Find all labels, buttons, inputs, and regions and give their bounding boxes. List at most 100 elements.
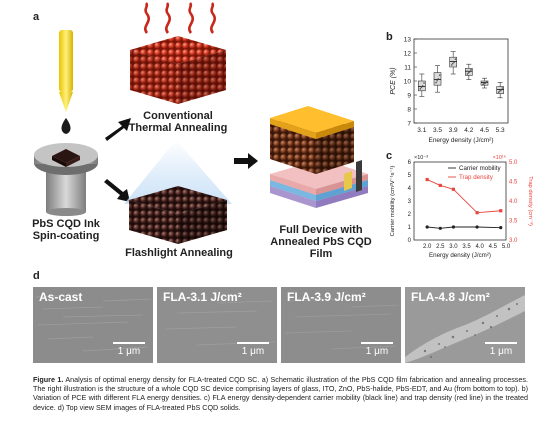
y-tick-label: 12 bbox=[404, 51, 412, 58]
box bbox=[496, 86, 504, 94]
y-left-tick-label: 0 bbox=[408, 238, 412, 244]
scale-bar: 1 μm bbox=[237, 342, 269, 357]
box-point bbox=[423, 82, 425, 84]
y-right-tick-label: 4.5 bbox=[509, 180, 518, 186]
series-point bbox=[499, 209, 503, 213]
scale-bar: 1 μm bbox=[361, 342, 393, 357]
plot-frame bbox=[413, 161, 507, 241]
box-point bbox=[501, 87, 504, 89]
schematic-illustration bbox=[34, 2, 368, 244]
y-tick-label: 8 bbox=[407, 107, 411, 114]
caption-label: Figure 1. bbox=[33, 375, 64, 384]
series-point bbox=[475, 211, 479, 215]
series-point bbox=[451, 225, 456, 229]
sem-title: FLA-3.9 J/cm² bbox=[287, 290, 366, 304]
flash-beam bbox=[124, 140, 232, 204]
x-tick-label: 2.5 bbox=[436, 244, 445, 250]
legend-label: Carrier mobility bbox=[459, 165, 502, 172]
series-point bbox=[425, 225, 429, 229]
series-point bbox=[475, 225, 479, 229]
box-point bbox=[483, 82, 485, 85]
arrow-icons bbox=[104, 118, 258, 202]
sem-title: FLA-3.1 J/cm² bbox=[163, 290, 242, 304]
x-tick-label: 3.0 bbox=[449, 244, 458, 250]
x-tick-label: 4.5 bbox=[480, 127, 489, 134]
sem-image-fla-3-1: FLA-3.1 J/cm² 1 μm bbox=[157, 287, 277, 363]
spin-coater-icon bbox=[34, 143, 98, 216]
y-left-tick-label: 2 bbox=[408, 212, 412, 218]
device-stack bbox=[270, 106, 368, 208]
plot-frame bbox=[413, 38, 509, 124]
box-point bbox=[419, 88, 422, 90]
box-point bbox=[468, 71, 471, 73]
y-left-tick-label: 6 bbox=[408, 160, 412, 166]
sem-texture bbox=[33, 287, 153, 363]
box-point bbox=[420, 86, 423, 89]
scale-bar: 1 μm bbox=[113, 342, 145, 357]
panel-label-d: d bbox=[33, 270, 40, 282]
series-point bbox=[438, 183, 442, 187]
x-tick-label: 4.2 bbox=[464, 127, 473, 134]
y-tick-label: 10 bbox=[404, 79, 412, 86]
y-right-tick-label: 5.0 bbox=[509, 160, 518, 166]
flashlight-label: Flashlight Annealing bbox=[125, 247, 233, 259]
y-tick-label: 9 bbox=[407, 93, 411, 100]
x-tick-label: 3.5 bbox=[462, 244, 471, 250]
y-tick-label: 11 bbox=[404, 65, 411, 72]
box-point bbox=[500, 89, 502, 91]
right-multiplier: ×10¹⁶ bbox=[493, 154, 506, 161]
red-nanocrystal-cube bbox=[130, 36, 226, 104]
legend-label: Trap density bbox=[459, 174, 494, 181]
mobility-trap-plot: ×10⁻³ ×10¹⁶ 0 1 2 3 4 5 6 3.0 3.5 4.0 4.5 5.0 2.0 2.5 3.… bbox=[390, 154, 533, 259]
box-point bbox=[484, 82, 487, 84]
box-point bbox=[437, 78, 440, 80]
sem-image-as-cast: As-cast 1 μm bbox=[33, 287, 153, 363]
y-left-tick-label: 5 bbox=[408, 173, 412, 179]
spin-coating-label-2: Spin-coating bbox=[32, 230, 100, 242]
y-tick-label: 7 bbox=[407, 121, 411, 128]
sem-title: As-cast bbox=[39, 290, 83, 304]
series-point bbox=[451, 187, 456, 191]
box-point bbox=[467, 72, 470, 74]
heat-waves-icon bbox=[144, 2, 216, 34]
box-point bbox=[497, 91, 500, 93]
sem-image-fla-3-9: FLA-3.9 J/cm² 1 μm bbox=[281, 287, 401, 363]
series-point bbox=[438, 226, 442, 230]
figure-caption: Figure 1. Analysis of optimal energy den… bbox=[33, 375, 528, 412]
spin-coating-label-1: PbS CQD Ink bbox=[32, 218, 100, 230]
conventional-label-2: Thermal Annealing bbox=[128, 122, 228, 134]
x-axis-label: Energy density (J/cm²) bbox=[428, 137, 493, 144]
sem-texture bbox=[281, 287, 401, 363]
box-point bbox=[438, 74, 441, 76]
dark-nanocrystal-cube bbox=[129, 186, 227, 244]
box-point bbox=[450, 64, 453, 66]
series-line bbox=[427, 226, 501, 229]
sem-texture bbox=[405, 287, 525, 363]
x-tick-label: 5.0 bbox=[502, 244, 511, 250]
sem-texture bbox=[157, 287, 277, 363]
pipette-icon bbox=[59, 30, 73, 134]
conventional-label-1: Conventional bbox=[143, 110, 213, 122]
x-tick-label: 3.9 bbox=[449, 127, 458, 134]
x-axis-label: Energy density (J/cm²) bbox=[429, 252, 491, 259]
scale-bar: 1 μm bbox=[485, 342, 517, 357]
box-point bbox=[421, 85, 424, 87]
panel-label-b: b bbox=[386, 31, 393, 43]
x-tick-label: 4.5 bbox=[489, 244, 498, 250]
device-label-2: Annealed PbS CQD Film bbox=[270, 236, 372, 260]
series-line bbox=[426, 179, 501, 214]
box-point bbox=[436, 79, 438, 82]
box bbox=[449, 56, 457, 68]
y-right-tick-label: 3.0 bbox=[509, 238, 518, 244]
caption-text: Analysis of optimal energy density for F… bbox=[33, 375, 528, 412]
y-right-tick-label: 4.0 bbox=[509, 199, 518, 205]
series-point bbox=[425, 177, 429, 182]
box-point bbox=[498, 90, 501, 92]
box-point bbox=[451, 62, 454, 65]
y-left-axis-label: Carrier mobility (cm²V⁻¹s⁻¹) bbox=[390, 166, 396, 237]
y-left-tick-label: 1 bbox=[408, 225, 412, 231]
sem-title: FLA-4.8 J/cm² bbox=[411, 290, 490, 304]
series-point bbox=[499, 226, 503, 230]
box-point bbox=[485, 81, 488, 83]
